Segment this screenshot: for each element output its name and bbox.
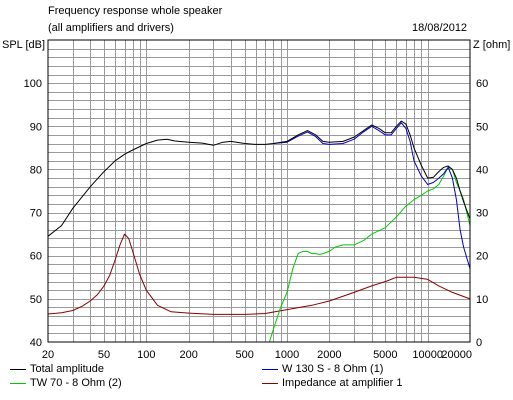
series-line-w-130-s-8-ohm-1 <box>273 122 471 269</box>
x-tick-label: 20 <box>42 349 54 361</box>
legend-swatch-impedance <box>262 383 278 384</box>
x-tick-label: 500 <box>235 349 253 361</box>
y-tick-label-right: 50 <box>476 121 488 133</box>
series-line-impedance-at-amplifier-1 <box>47 233 471 315</box>
legend-label: Impedance at amplifier 1 <box>282 377 403 389</box>
y-tick-label-right: 40 <box>476 164 488 176</box>
x-tick-label: 50 <box>98 349 110 361</box>
x-tick-label: 100 <box>137 349 155 361</box>
y-tick-label-left: 90 <box>30 121 42 133</box>
y-tick-label-left: 50 <box>30 294 42 306</box>
y-tick-label-left: 40 <box>30 337 42 349</box>
x-tick-label: 10000 <box>412 349 443 361</box>
y-tick-label-right: 20 <box>476 251 488 263</box>
x-tick-label: 5000 <box>373 349 397 361</box>
y-tick-label-left: 60 <box>30 251 42 263</box>
legend-label: TW 70 - 8 Ohm (2) <box>30 377 122 389</box>
chart-date: 18/08/2012 <box>412 22 468 34</box>
chart-subtitle: (all amplifiers and drivers) <box>48 22 174 34</box>
y-axis-label-left: SPL [dB] <box>2 39 46 51</box>
y-tick-label-left: 100 <box>24 78 42 90</box>
series-line-tw-70-8-ohm-2 <box>268 166 471 343</box>
y-tick-label-right: 60 <box>476 78 488 90</box>
y-tick-label-left: 80 <box>30 164 42 176</box>
legend-swatch-tweeter <box>10 383 26 384</box>
x-tick-label: 2000 <box>317 349 341 361</box>
legend-label: Total amplitude <box>30 363 104 375</box>
legend-swatch-woofer <box>262 369 278 370</box>
y-tick-label-right: 10 <box>476 294 488 306</box>
x-tick-label: 20000 <box>441 349 472 361</box>
legend-swatch-total-amplitude <box>10 369 26 370</box>
plot-frame <box>47 39 471 343</box>
series-line-total-amplitude <box>47 120 471 237</box>
x-tick-label: 1000 <box>275 349 299 361</box>
x-tick-label: 200 <box>179 349 197 361</box>
y-tick-label-right: 0 <box>476 337 482 349</box>
chart-title: Frequency response whole speaker <box>48 5 223 17</box>
y-tick-label-left: 70 <box>30 208 42 220</box>
y-tick-label-right: 30 <box>476 208 488 220</box>
legend-label: W 130 S - 8 Ohm (1) <box>282 363 384 375</box>
y-axis-label-right: Z [ohm] <box>473 39 511 51</box>
